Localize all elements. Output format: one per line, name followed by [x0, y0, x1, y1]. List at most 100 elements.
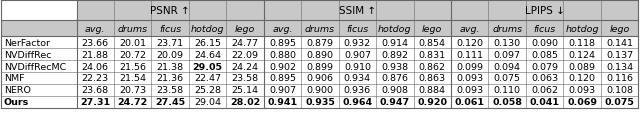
Text: 0.938: 0.938 — [381, 62, 408, 71]
Text: 0.941: 0.941 — [268, 98, 298, 106]
Text: lego: lego — [235, 24, 255, 33]
Text: lego: lego — [422, 24, 442, 33]
Text: 0.895: 0.895 — [269, 38, 296, 47]
Text: 0.910: 0.910 — [344, 62, 371, 71]
Text: 0.061: 0.061 — [455, 98, 484, 106]
Text: 0.899: 0.899 — [307, 62, 333, 71]
Text: 0.090: 0.090 — [531, 38, 558, 47]
Text: 0.093: 0.093 — [456, 86, 483, 95]
Bar — [1, 21, 77, 37]
Text: 0.862: 0.862 — [419, 62, 446, 71]
Text: 0.137: 0.137 — [606, 50, 633, 59]
Text: 0.932: 0.932 — [344, 38, 371, 47]
Text: 0.041: 0.041 — [530, 98, 559, 106]
Text: 0.863: 0.863 — [419, 74, 446, 83]
Text: 0.907: 0.907 — [269, 86, 296, 95]
Text: NerFactor: NerFactor — [4, 38, 50, 47]
Text: 20.01: 20.01 — [119, 38, 146, 47]
Text: avg.: avg. — [460, 24, 480, 33]
Text: 25.28: 25.28 — [194, 86, 221, 95]
Text: 0.936: 0.936 — [344, 86, 371, 95]
Text: hotdog: hotdog — [378, 24, 412, 33]
Text: 24.77: 24.77 — [232, 38, 259, 47]
Text: 21.36: 21.36 — [157, 74, 184, 83]
Text: 23.58: 23.58 — [157, 86, 184, 95]
Text: 0.094: 0.094 — [493, 62, 521, 71]
Text: 0.892: 0.892 — [381, 50, 408, 59]
Text: 21.38: 21.38 — [157, 62, 184, 71]
Text: 0.890: 0.890 — [307, 50, 333, 59]
Text: ficus: ficus — [159, 24, 181, 33]
Bar — [264, 21, 451, 37]
Text: 20.73: 20.73 — [119, 86, 147, 95]
Text: 21.56: 21.56 — [119, 62, 146, 71]
Text: 23.71: 23.71 — [157, 38, 184, 47]
Text: NERO: NERO — [4, 86, 31, 95]
Text: 0.876: 0.876 — [381, 74, 408, 83]
Bar — [77, 1, 264, 21]
Text: 0.920: 0.920 — [417, 98, 447, 106]
Text: 23.68: 23.68 — [82, 86, 109, 95]
Text: 0.902: 0.902 — [269, 62, 296, 71]
Text: 0.093: 0.093 — [568, 86, 596, 95]
Text: 0.108: 0.108 — [606, 86, 633, 95]
Text: 0.085: 0.085 — [531, 50, 558, 59]
Text: NVDiffRec: NVDiffRec — [4, 50, 51, 59]
Text: 23.66: 23.66 — [82, 38, 109, 47]
Text: 0.069: 0.069 — [567, 98, 597, 106]
Text: avg.: avg. — [272, 24, 292, 33]
Bar — [264, 1, 451, 21]
Bar — [451, 21, 638, 37]
Text: 0.110: 0.110 — [493, 86, 521, 95]
Text: 28.02: 28.02 — [230, 98, 260, 106]
Text: hotdog: hotdog — [565, 24, 599, 33]
FancyBboxPatch shape — [1, 1, 77, 21]
Text: 0.895: 0.895 — [269, 74, 296, 83]
Text: Ours: Ours — [4, 98, 29, 106]
Text: SSIM ↑: SSIM ↑ — [339, 6, 376, 16]
Text: hotdog: hotdog — [191, 24, 225, 33]
Bar — [451, 1, 638, 21]
Bar — [77, 21, 264, 37]
Text: avg.: avg. — [85, 24, 106, 33]
Text: 0.062: 0.062 — [531, 86, 558, 95]
Text: 0.907: 0.907 — [344, 50, 371, 59]
Text: 0.079: 0.079 — [531, 62, 558, 71]
Text: 0.935: 0.935 — [305, 98, 335, 106]
Text: 0.908: 0.908 — [381, 86, 408, 95]
Text: drums: drums — [305, 24, 335, 33]
Text: 27.45: 27.45 — [155, 98, 185, 106]
Text: 0.947: 0.947 — [380, 98, 410, 106]
Text: 0.099: 0.099 — [456, 62, 483, 71]
Text: 25.14: 25.14 — [232, 86, 259, 95]
Text: 0.120: 0.120 — [456, 38, 483, 47]
Text: 24.24: 24.24 — [232, 62, 259, 71]
Text: 23.58: 23.58 — [232, 74, 259, 83]
Text: 0.880: 0.880 — [269, 50, 296, 59]
Text: 22.47: 22.47 — [194, 74, 221, 83]
Text: 24.06: 24.06 — [82, 62, 109, 71]
Text: 0.063: 0.063 — [531, 74, 558, 83]
Text: 29.05: 29.05 — [193, 62, 223, 71]
Text: lego: lego — [609, 24, 630, 33]
Text: 0.093: 0.093 — [456, 74, 483, 83]
Text: 0.141: 0.141 — [606, 38, 633, 47]
Text: 20.72: 20.72 — [119, 50, 146, 59]
Text: 24.64: 24.64 — [194, 50, 221, 59]
Text: 0.884: 0.884 — [419, 86, 446, 95]
Text: 0.118: 0.118 — [568, 38, 596, 47]
Text: 0.934: 0.934 — [344, 74, 371, 83]
Text: 0.097: 0.097 — [493, 50, 521, 59]
Text: 0.900: 0.900 — [307, 86, 333, 95]
Text: 0.120: 0.120 — [568, 74, 596, 83]
Text: drums: drums — [492, 24, 522, 33]
Text: NVDiffRecMC: NVDiffRecMC — [4, 62, 66, 71]
Text: 22.23: 22.23 — [82, 74, 109, 83]
Text: 0.134: 0.134 — [606, 62, 633, 71]
Text: 0.075: 0.075 — [493, 74, 521, 83]
Text: 0.879: 0.879 — [307, 38, 333, 47]
Text: 20.09: 20.09 — [157, 50, 184, 59]
Text: 21.54: 21.54 — [119, 74, 146, 83]
Text: 27.31: 27.31 — [80, 98, 110, 106]
Text: 26.15: 26.15 — [194, 38, 221, 47]
